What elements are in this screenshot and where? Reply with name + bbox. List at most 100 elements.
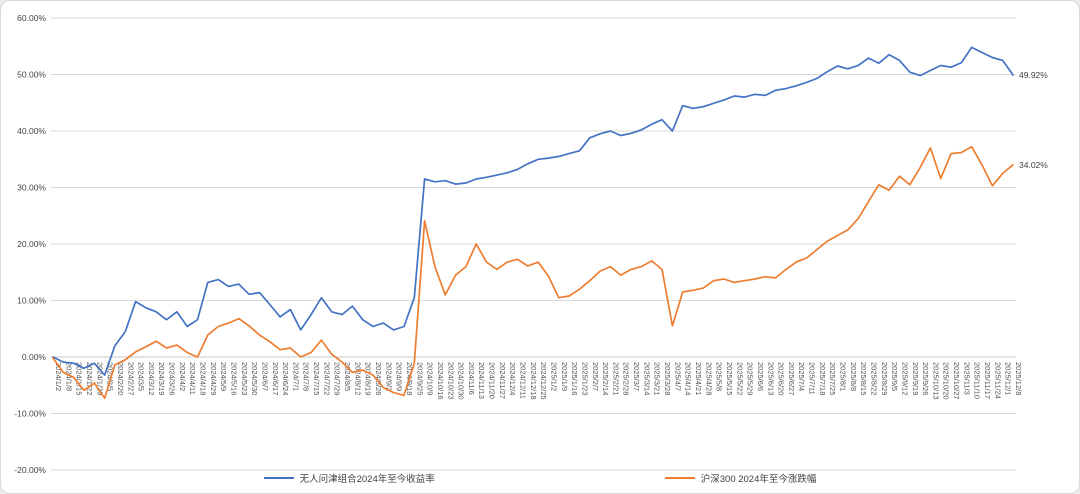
- x-axis-label: 2024/6/17: [271, 362, 280, 395]
- legend-label-portfolio: 无人问津组合2024年至今收益率: [299, 474, 435, 485]
- x-axis-label: 2024/8/26: [374, 362, 383, 395]
- x-axis-label: 2025/7/4: [797, 362, 806, 391]
- x-axis-label: 2024/6/24: [281, 362, 290, 395]
- x-axis-label: 2025/8/29: [880, 362, 889, 395]
- x-axis-label: 2025/8/1: [839, 362, 848, 391]
- chart-legend: 无人问津组合2024年至今收益率 沪深300 2024年至今涨跌幅: [1, 471, 1079, 485]
- x-axis-label: 2025/11/10: [973, 362, 982, 399]
- x-axis-label: 2024/5/30: [250, 362, 259, 395]
- x-axis-label: 2024/10/9: [426, 362, 435, 395]
- x-axis-label: 2024/10/16: [436, 362, 445, 400]
- x-axis-label: 2025/6/6: [756, 362, 765, 391]
- x-axis-label: 2025/2/7: [591, 362, 600, 391]
- x-axis-label: 2024/12/18: [529, 362, 538, 400]
- x-axis-label: 2025/1/2: [549, 362, 558, 391]
- x-axis-label: 2025/5/8: [715, 362, 724, 391]
- x-axis-label: 2024/7/22: [322, 362, 331, 395]
- x-axis-label: 2024/12/25: [539, 362, 548, 400]
- x-axis-label: 2024/7/15: [312, 362, 321, 395]
- x-axis-label: 2025/10/13: [931, 362, 940, 400]
- x-axis-label: 2025/10/27: [952, 362, 961, 400]
- x-axis-label: 2024/9/9: [395, 362, 404, 391]
- legend-marker-portfolio-icon: [263, 477, 294, 479]
- legend-marker-csi300-icon: [664, 477, 695, 479]
- x-axis-label: 2025/1/23: [580, 362, 589, 395]
- x-axis-label: 2025/5/22: [735, 362, 744, 395]
- x-axis-label: 2024/11/20: [488, 362, 497, 399]
- x-axis-label: 2024/8/19: [364, 362, 373, 395]
- x-axis-label: 2025/5/15: [725, 362, 734, 395]
- x-axis-label: 2024/8/12: [353, 362, 362, 395]
- y-axis-label: 30.00%: [17, 183, 46, 193]
- x-axis-label: 2024/2/20: [116, 362, 125, 395]
- x-axis-label: 2024/2/27: [126, 362, 135, 395]
- x-axis-label: 2024/9/2: [384, 362, 393, 391]
- x-axis-label: 2025/6/27: [787, 362, 796, 395]
- x-axis-label: 2025/9/26: [921, 362, 930, 395]
- x-axis-label: 2025/2/14: [601, 362, 610, 395]
- y-axis-label: 20.00%: [17, 239, 46, 249]
- x-axis-label: 2024/6/7: [260, 362, 269, 391]
- y-axis-label: 60.00%: [17, 13, 46, 23]
- x-axis-label: 2024/3/12: [147, 362, 156, 395]
- y-axis-label: -10.00%: [14, 409, 46, 419]
- x-axis-label: 2024/5/23: [240, 362, 249, 395]
- x-axis-label: 2025/6/20: [777, 362, 786, 395]
- series-line-csi300: [52, 145, 1014, 400]
- legend-item-portfolio: 无人问津组合2024年至今收益率: [263, 471, 435, 485]
- series-line-portfolio: [52, 46, 1014, 376]
- x-axis-label: 2025/1/9: [560, 362, 569, 391]
- legend-label-csi300: 沪深300 2024年至今涨跌幅: [700, 474, 817, 485]
- x-axis-label: 2024/3/26: [168, 362, 177, 395]
- y-axis-label: 50.00%: [17, 70, 46, 80]
- x-axis-label: 2025/9/12: [900, 362, 909, 395]
- x-axis-label: 2024/9/25: [415, 362, 424, 395]
- x-axis-label: 2024/3/5: [137, 362, 146, 391]
- x-axis-label: 2025/3/14: [642, 362, 651, 395]
- x-axis-label: 2024/1/29: [95, 362, 104, 395]
- x-axis-label: 2024/10/30: [457, 362, 466, 400]
- y-axis-label: 10.00%: [17, 296, 46, 306]
- y-axis-label: 0.00%: [22, 352, 47, 362]
- x-axis-label: 2025/8/8: [849, 362, 858, 391]
- x-axis-label: 2025/10/20: [942, 362, 951, 400]
- x-axis-label: 2024/7/8: [302, 362, 311, 391]
- x-axis-label: 2024/8/5: [343, 362, 352, 391]
- x-axis-label: 2024/5/16: [229, 362, 238, 395]
- x-axis-label: 2025/6/13: [766, 362, 775, 395]
- x-axis-label: 2024/5/9: [219, 362, 228, 391]
- x-axis-label: 2024/3/19: [157, 362, 166, 395]
- x-axis-label: 2025/4/7: [673, 362, 682, 391]
- x-axis-label: 2025/3/28: [663, 362, 672, 395]
- x-axis-label: 2025/2/28: [622, 362, 631, 395]
- x-axis-label: 2025/8/22: [869, 362, 878, 395]
- x-axis-label: 2025/4/14: [684, 362, 693, 395]
- x-axis-label: 2024/11/27: [498, 362, 507, 399]
- x-axis-label: 2024/12/4: [508, 362, 517, 395]
- x-axis-label: 2025/9/19: [911, 362, 920, 395]
- x-axis-label: 2024/1/8: [64, 362, 73, 391]
- x-axis-label: 2025/4/21: [694, 362, 703, 395]
- x-axis-label: 2024/4/29: [209, 362, 218, 395]
- x-axis-label: 2025/9/5: [890, 362, 899, 391]
- x-axis-label: 2025/4/28: [704, 362, 713, 395]
- x-axis-label: 2025/11/3: [962, 362, 971, 395]
- x-axis-label: 2024/7/1: [291, 362, 300, 391]
- x-axis-label: 2025/3/21: [653, 362, 662, 395]
- x-axis-label: 2025/11/24: [993, 362, 1002, 399]
- x-axis-label: 2024/1/22: [85, 362, 94, 395]
- x-axis-label: 2025/7/25: [828, 362, 837, 395]
- x-axis-label: 2024/4/11: [188, 362, 197, 395]
- y-axis-label: -20.00%: [14, 465, 46, 475]
- x-axis-label: 2024/7/29: [333, 362, 342, 395]
- x-axis-label: 2024/11/6: [467, 362, 476, 395]
- x-axis-label: 2024/2/5: [106, 362, 115, 391]
- x-axis-label: 2025/12/8: [1014, 362, 1023, 395]
- x-axis-label: 2025/8/15: [859, 362, 868, 395]
- x-axis-label: 2024/4/2: [178, 362, 187, 391]
- y-axis-label: 40.00%: [17, 126, 46, 136]
- legend-item-csi300: 沪深300 2024年至今涨跌幅: [664, 471, 817, 485]
- x-axis-label: 2025/5/29: [746, 362, 755, 395]
- x-axis-label: 2024/4/18: [199, 362, 208, 395]
